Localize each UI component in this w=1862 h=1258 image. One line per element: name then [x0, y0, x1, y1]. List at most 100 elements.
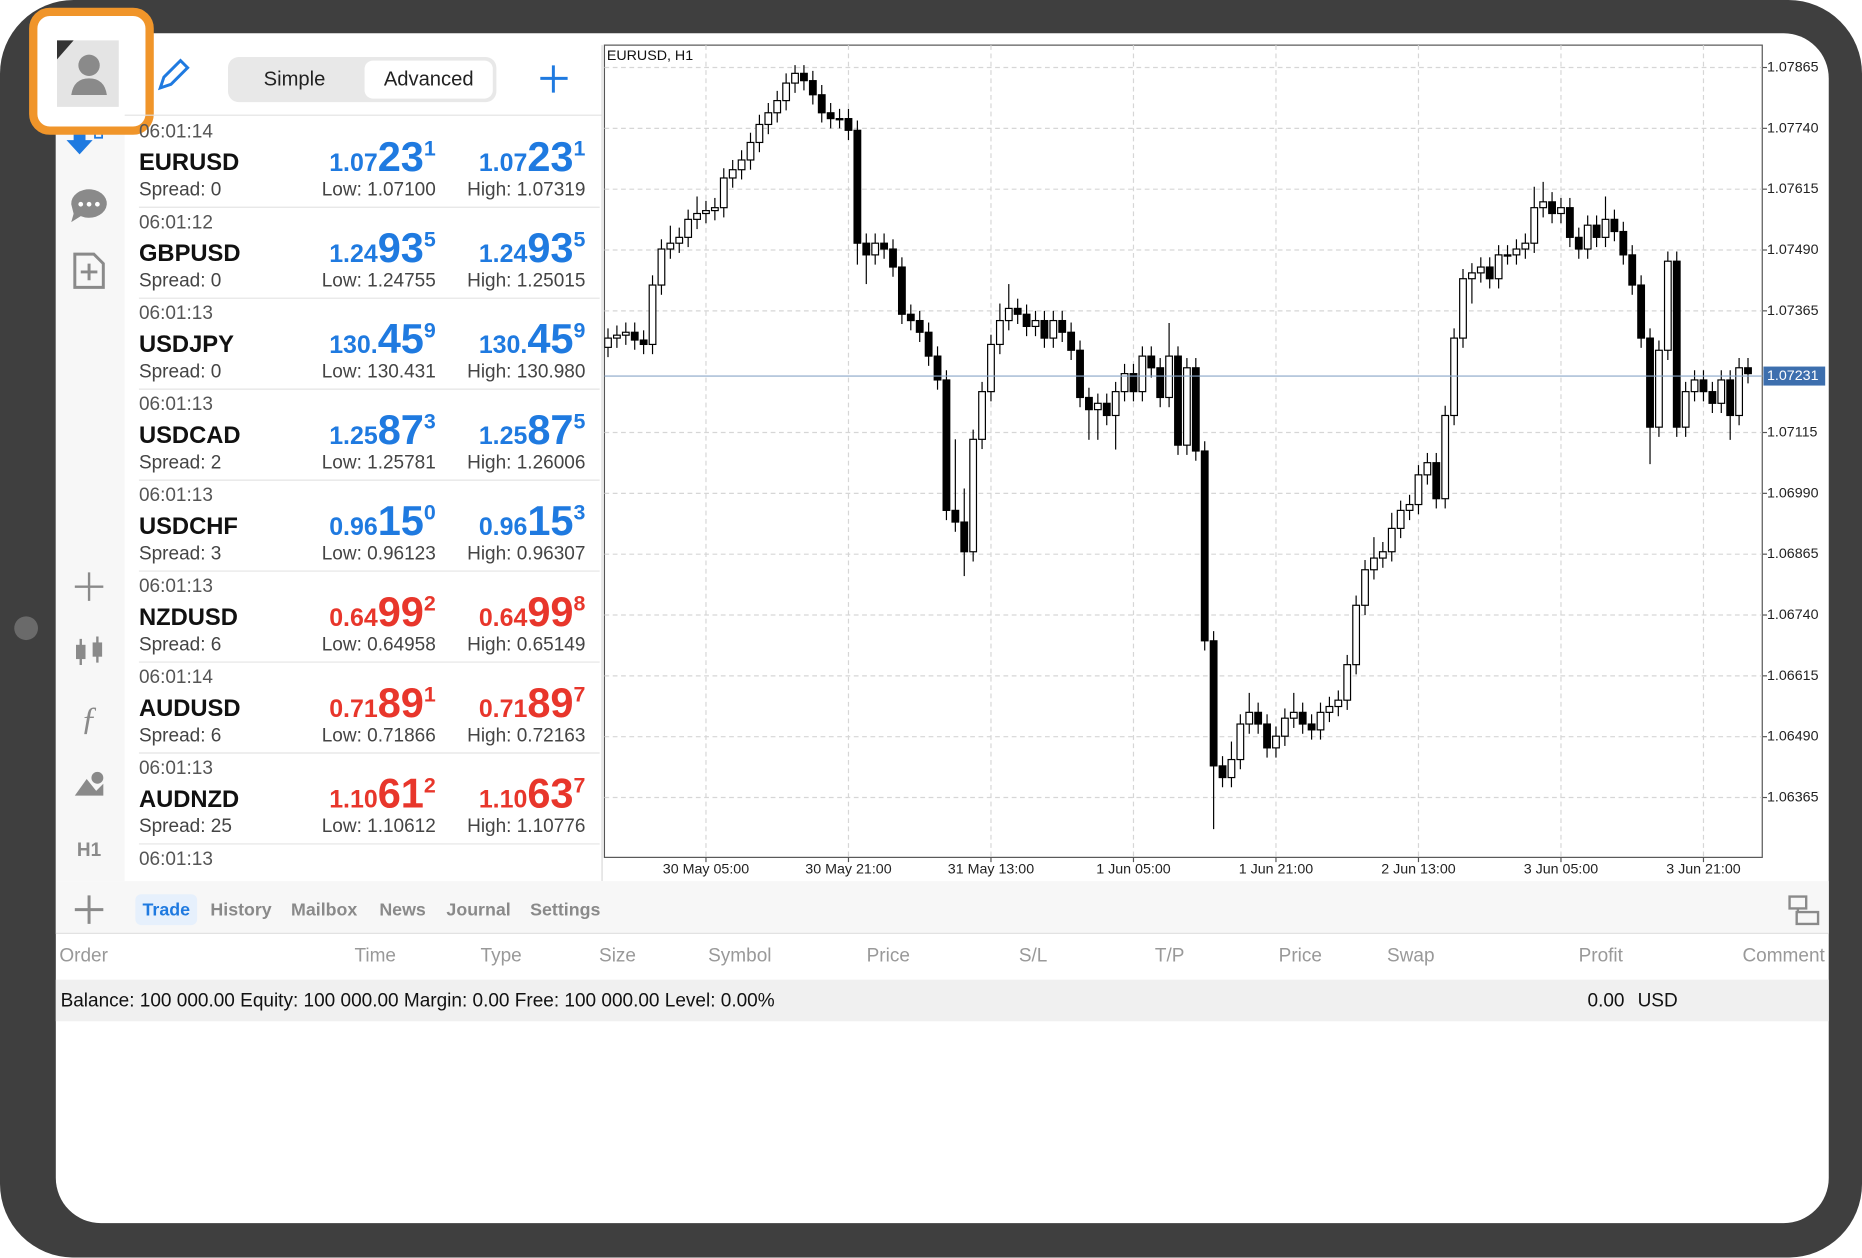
tab[interactable]: Mailbox — [291, 900, 357, 920]
camera — [14, 616, 38, 641]
price-pips: 15 — [378, 497, 424, 544]
price-point: 3 — [424, 409, 436, 433]
candle-body — [906, 313, 915, 322]
candle-body — [1209, 640, 1218, 767]
side-icons: ƒ H1 — [66, 129, 107, 861]
candle-body — [1699, 379, 1708, 393]
quote-symbol: AUDUSD — [139, 695, 241, 722]
candle-body — [844, 118, 853, 131]
quote-high: High: 1.26006 — [467, 452, 585, 473]
candle-body — [1370, 557, 1378, 571]
tab[interactable]: News — [379, 900, 426, 920]
layout-icon[interactable] — [1788, 895, 1820, 926]
tab[interactable]: History — [210, 900, 271, 920]
quote-spread: Spread: 25 — [139, 816, 232, 837]
quote-time: 06:01:14 — [139, 667, 213, 688]
candle-body — [1218, 765, 1227, 779]
candle-body — [808, 80, 817, 96]
candle-body — [1004, 307, 1013, 322]
candle-body — [1539, 201, 1548, 209]
quote-ask: 0.64998 — [479, 588, 586, 635]
column-header: Comment — [1742, 945, 1825, 966]
candle-body — [951, 509, 960, 523]
quote-low: Low: 130.431 — [322, 361, 436, 382]
candle-body — [791, 72, 799, 84]
price-point: 2 — [424, 591, 436, 615]
quote-high: High: 0.72163 — [467, 725, 585, 746]
quote-time: 06:01:13 — [139, 485, 213, 506]
candle-body — [1263, 723, 1271, 749]
x-tick-label: 1 Jun 21:00 — [1239, 861, 1314, 877]
price-point: 1 — [574, 137, 586, 161]
quote-low: Low: 1.24755 — [322, 270, 436, 291]
y-tick-label: 1.07490 — [1767, 242, 1819, 258]
column-header: Swap — [1387, 945, 1435, 966]
chart-frame — [603, 44, 1763, 858]
candle-body — [1681, 391, 1690, 428]
quote-ask: 1.24935 — [479, 224, 586, 271]
quote-bid: 0.96150 — [329, 497, 436, 544]
indicators-icon[interactable]: ƒ — [81, 700, 98, 737]
tab[interactable]: Trade — [143, 900, 191, 920]
quote-spread: Spread: 3 — [139, 543, 221, 564]
candle-body — [1619, 230, 1628, 256]
candle-body — [604, 337, 612, 348]
candle-body — [978, 391, 986, 440]
candle-body — [657, 248, 666, 286]
tab[interactable]: Journal — [446, 900, 510, 920]
download-icon[interactable] — [66, 130, 93, 155]
quote-low: Low: 1.10612 — [322, 816, 436, 837]
quote-bid: 130.459 — [329, 315, 436, 362]
quote-ask: 0.71897 — [479, 679, 586, 726]
quote-high: High: 1.25015 — [467, 270, 585, 291]
price-head: 130. — [329, 331, 378, 359]
add-order[interactable] — [74, 895, 104, 924]
objects-icon[interactable] — [74, 779, 104, 796]
price-pips: 99 — [378, 588, 424, 635]
candle-body — [1022, 313, 1031, 328]
candle-body — [1174, 355, 1182, 446]
quote-high: High: 130.980 — [467, 361, 585, 382]
price-pips: 93 — [378, 224, 424, 271]
candle-body — [1521, 242, 1530, 250]
price-point: 5 — [574, 228, 586, 252]
candle-body — [1628, 254, 1637, 286]
add-symbol[interactable] — [540, 65, 568, 93]
chart-type-body — [76, 644, 86, 660]
candle-body — [1494, 254, 1503, 280]
chat-dot — [78, 201, 84, 207]
tab-selected — [135, 894, 198, 926]
new-order-icon[interactable] — [73, 252, 105, 289]
tab[interactable]: Settings — [530, 900, 600, 920]
candle-body — [1138, 355, 1147, 393]
mode-option[interactable]: Simple — [264, 69, 326, 91]
y-tick-label: 1.07615 — [1767, 181, 1819, 197]
x-tick-label: 30 May 21:00 — [805, 861, 891, 877]
y-tick-label: 1.07365 — [1767, 303, 1819, 319]
timeframe-button[interactable]: H1 — [77, 840, 102, 861]
quote-ask: 1.25875 — [479, 406, 586, 453]
summary-text: Balance: 100 000.00 Equity: 100 000.00 M… — [61, 991, 775, 1012]
candle-body — [1432, 462, 1441, 500]
crosshair-icon[interactable] — [74, 572, 104, 601]
edit-icon[interactable] — [157, 58, 190, 91]
quote-symbol: AUDNZD — [139, 786, 239, 813]
quote-ask: 1.10637 — [479, 770, 586, 817]
candle-body — [755, 123, 764, 144]
y-tick-label: 1.07740 — [1767, 120, 1819, 136]
candle-body — [1120, 373, 1129, 393]
column-header: S/L — [1019, 945, 1048, 966]
candle-body — [987, 343, 995, 393]
candle-body — [880, 242, 889, 250]
candle-body — [693, 212, 701, 220]
mode-option[interactable]: Advanced — [384, 69, 474, 91]
price-head: 1.10 — [479, 786, 528, 814]
avatar-head — [78, 54, 100, 76]
candle-body — [1085, 396, 1093, 411]
candle-body — [853, 129, 862, 244]
quote-symbol: USDCHF — [139, 513, 238, 540]
